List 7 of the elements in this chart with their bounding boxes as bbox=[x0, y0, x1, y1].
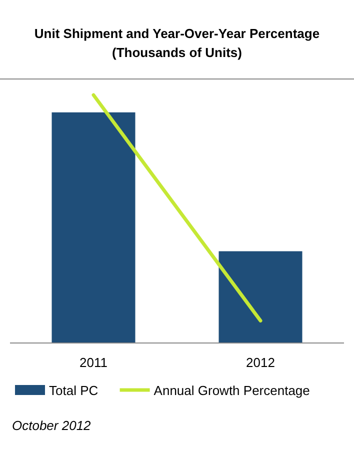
chart-title: Unit Shipment and Year-Over-Year Percentage bbox=[34, 26, 320, 41]
x-tick-label: 2012 bbox=[246, 355, 275, 370]
text: October 2012 bbox=[12, 418, 92, 433]
legend-label: Total PC bbox=[49, 383, 98, 398]
chart-subtitle: (Thousands of Units) bbox=[112, 45, 242, 60]
x-tick-label: 2011 bbox=[80, 355, 108, 370]
legend-label: Annual Growth Percentage bbox=[154, 383, 310, 398]
